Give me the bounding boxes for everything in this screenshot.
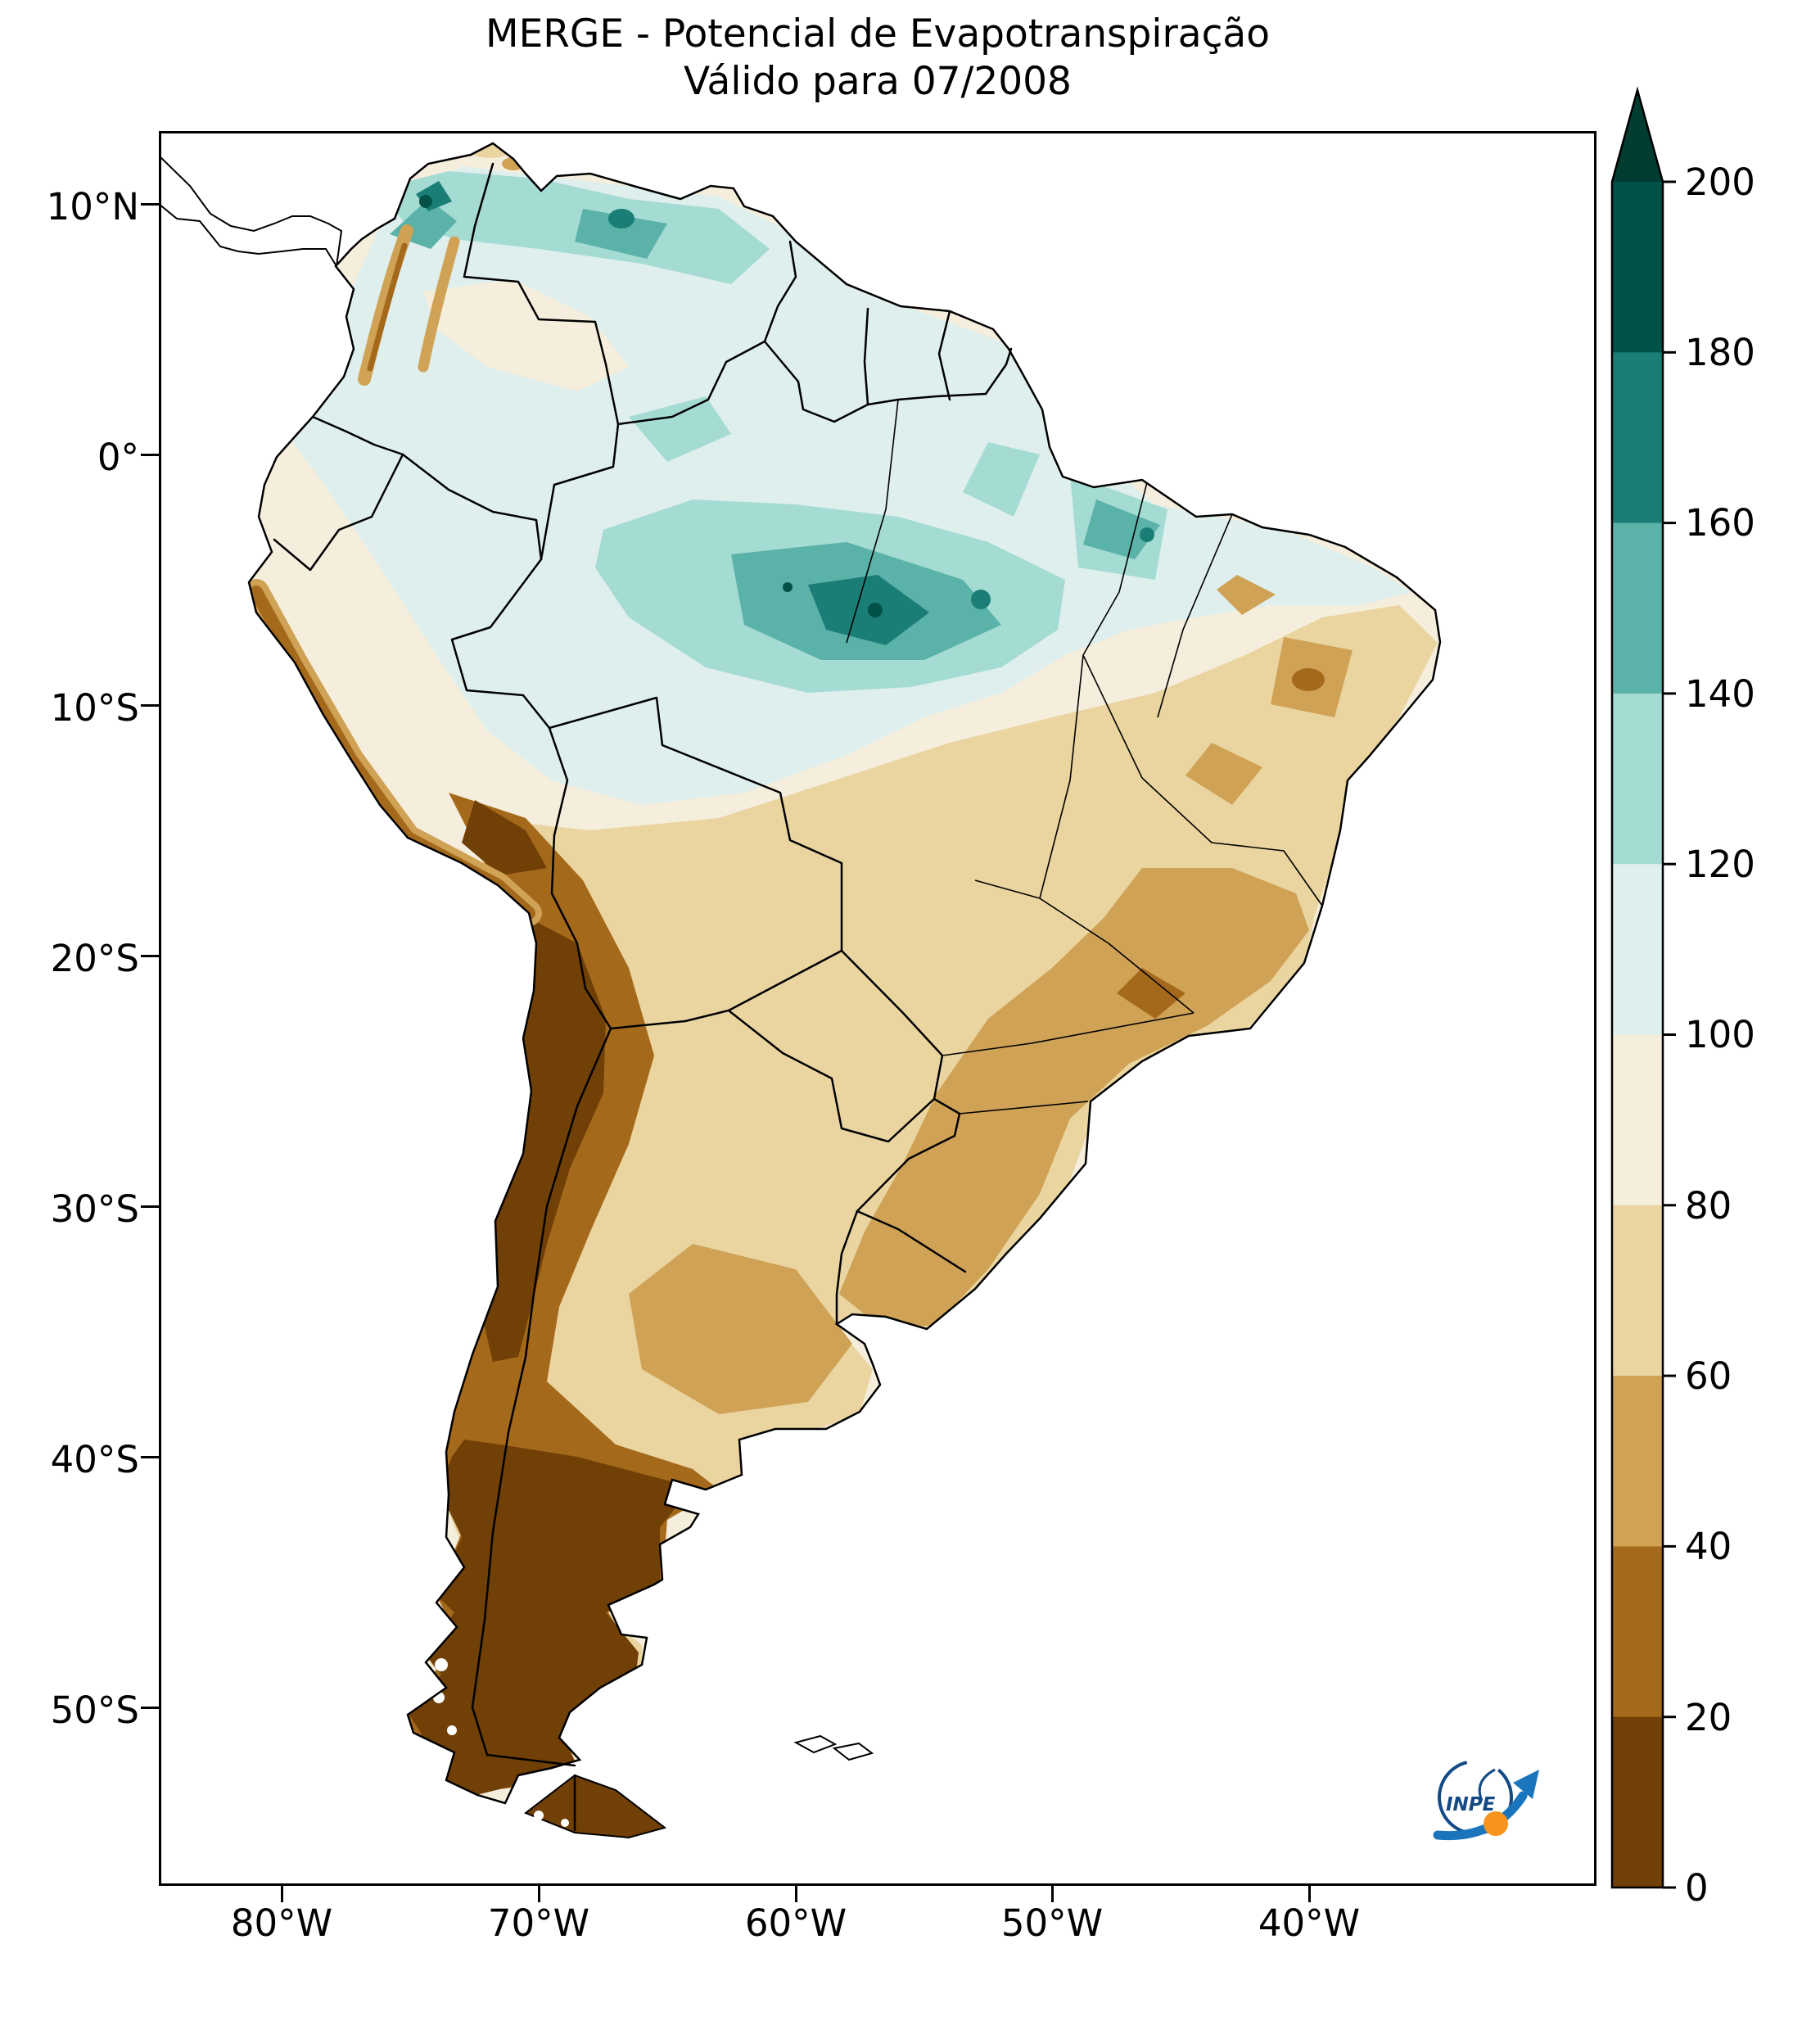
logo-orange-dot: [1484, 1811, 1508, 1836]
cbar-label-80: 80: [1685, 1184, 1732, 1227]
lon-tick: [1308, 1886, 1311, 1902]
lon-tick: [281, 1886, 283, 1902]
cbar-label-40: 40: [1685, 1525, 1732, 1568]
colorbar-ticks: [1663, 180, 1676, 1889]
cbar-label-140: 140: [1685, 672, 1755, 716]
lat-label-10n: 10°N: [46, 185, 139, 228]
cbar-label-160: 160: [1685, 501, 1755, 545]
colorbar: 200 180 160 140 120 100 80 60 40 20 0: [1610, 86, 1755, 1910]
lat-tick: [141, 203, 159, 206]
lat-label-10s: 10°S: [50, 686, 139, 730]
continent-outline: [247, 142, 1442, 1805]
cbar-label-180: 180: [1685, 331, 1755, 374]
cbar-label-200: 200: [1685, 161, 1755, 204]
lat-label-0: 0°: [97, 436, 139, 479]
lat-label-40s: 40°S: [50, 1438, 139, 1481]
zone-120-140: [380, 171, 770, 284]
cbar-label-20: 20: [1685, 1696, 1732, 1739]
figure-title: MERGE - Potencial de Evapotranspiração: [485, 11, 1270, 57]
inpe-logo: INPE: [1433, 1760, 1539, 1841]
lat-tick: [141, 454, 159, 456]
figure-subtitle: Válido para 07/2008: [684, 59, 1072, 104]
evapotranspiration-field: [249, 143, 1440, 1803]
central-america-outline: [159, 154, 343, 269]
lon-label-70w: 70°W: [487, 1901, 590, 1945]
lon-label-60w: 60°W: [744, 1901, 847, 1945]
zone-180-200: [419, 195, 432, 208]
lat-tick: [141, 1205, 159, 1208]
state-borders: [846, 399, 1323, 1114]
lon-label-40w: 40°W: [1258, 1901, 1361, 1945]
country-borders: [273, 162, 1013, 1832]
lon-tick: [538, 1886, 540, 1902]
axes-frame: [159, 131, 1596, 1886]
lon-tick: [1051, 1886, 1054, 1902]
tierra-del-fuego: [523, 1774, 667, 1839]
cbar-label-60: 60: [1685, 1354, 1732, 1398]
colorbar-labels: 200 180 160 140 120 100 80 60 40 20 0: [1685, 161, 1755, 1910]
lat-label-20s: 20°S: [50, 937, 139, 980]
lon-label-80w: 80°W: [230, 1901, 333, 1945]
lon-tick: [795, 1886, 797, 1902]
zone-0-20: [408, 1440, 693, 1797]
logo-swirl: [1478, 1768, 1496, 1802]
zone-40-60: [839, 868, 1309, 1331]
lat-label-50s: 50°S: [50, 1689, 139, 1732]
lat-tick: [141, 1707, 159, 1709]
cbar-label-100: 100: [1685, 1013, 1755, 1056]
cbar-label-0: 0: [1685, 1866, 1709, 1910]
falkland-islands: [793, 1734, 874, 1761]
lat-tick: [141, 955, 159, 957]
colorbar-extend-arrow: [1612, 90, 1663, 182]
lat-label-30s: 30°S: [50, 1187, 139, 1231]
lat-tick: [141, 1456, 159, 1458]
lon-label-50w: 50°W: [1000, 1901, 1104, 1945]
lat-tick: [141, 704, 159, 707]
logo-arrowhead: [1513, 1770, 1539, 1799]
colorbar-outline: [1610, 86, 1664, 1889]
logo-text: INPE: [1446, 1794, 1496, 1815]
cbar-label-120: 120: [1685, 843, 1755, 886]
south-america-map: [159, 131, 1596, 1886]
